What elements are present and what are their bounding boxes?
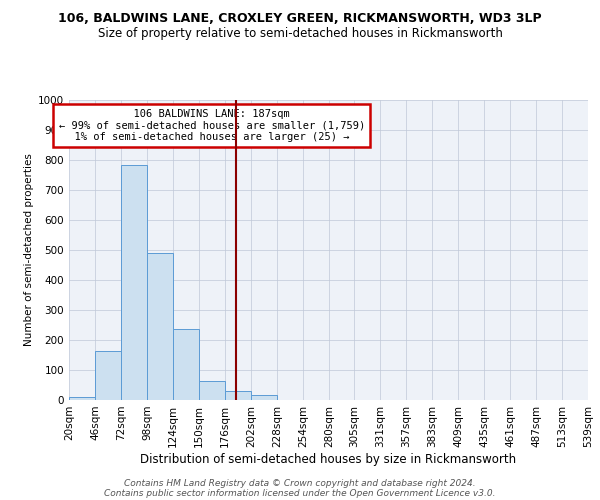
Y-axis label: Number of semi-detached properties: Number of semi-detached properties bbox=[24, 154, 34, 346]
X-axis label: Distribution of semi-detached houses by size in Rickmansworth: Distribution of semi-detached houses by … bbox=[140, 452, 517, 466]
Bar bbox=[251, 395, 277, 400]
Bar bbox=[147, 253, 173, 400]
Text: Size of property relative to semi-detached houses in Rickmansworth: Size of property relative to semi-detach… bbox=[98, 28, 502, 40]
Bar bbox=[69, 397, 95, 400]
Text: Contains HM Land Registry data © Crown copyright and database right 2024.: Contains HM Land Registry data © Crown c… bbox=[124, 478, 476, 488]
Text: 106, BALDWINS LANE, CROXLEY GREEN, RICKMANSWORTH, WD3 3LP: 106, BALDWINS LANE, CROXLEY GREEN, RICKM… bbox=[58, 12, 542, 26]
Bar bbox=[121, 165, 147, 400]
Text: 106 BALDWINS LANE: 187sqm  
← 99% of semi-detached houses are smaller (1,759)
  : 106 BALDWINS LANE: 187sqm ← 99% of semi-… bbox=[59, 109, 365, 142]
Bar bbox=[225, 391, 251, 400]
Bar bbox=[173, 329, 199, 400]
Text: Contains public sector information licensed under the Open Government Licence v3: Contains public sector information licen… bbox=[104, 488, 496, 498]
Bar bbox=[199, 380, 225, 400]
Bar bbox=[95, 352, 121, 400]
